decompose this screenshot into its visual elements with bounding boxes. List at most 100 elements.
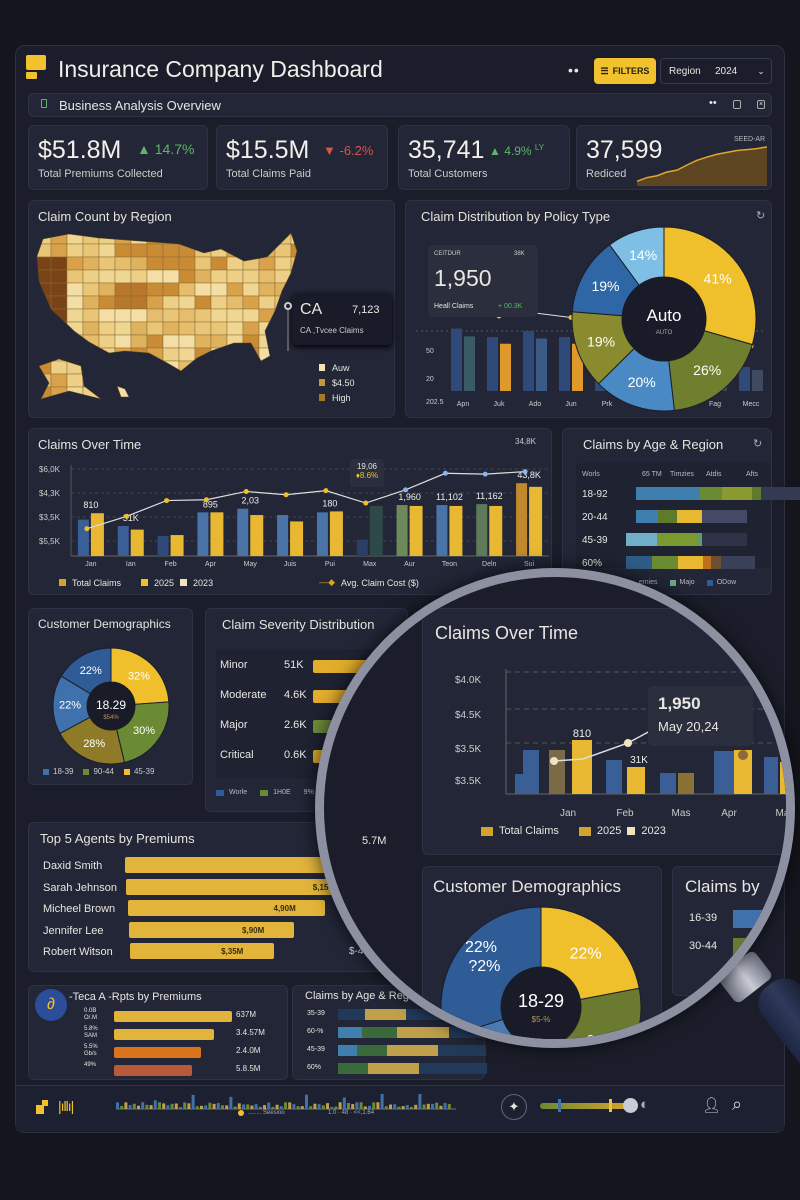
us-map[interactable]	[29, 201, 396, 419]
app-logo-icon[interactable]	[36, 1100, 50, 1114]
row-bar	[733, 910, 786, 928]
kpi-value: $51.8M	[38, 136, 122, 164]
timeline-scrubber[interactable]	[116, 1094, 456, 1112]
timeline-bar	[195, 1106, 199, 1109]
stacked-segment[interactable]	[626, 556, 653, 569]
state-region	[274, 321, 292, 336]
state-region	[130, 233, 148, 245]
claims-over-time-chart: $6,0K $4,3K $3,5K $5,5K Jan 810 Ian 31K Feb Apr 89…	[39, 465, 549, 568]
state-region	[130, 373, 148, 388]
stacked-segment[interactable]	[636, 487, 700, 500]
state-region	[178, 233, 196, 245]
stacked-segment[interactable]	[701, 510, 747, 523]
stacked-segment[interactable]	[696, 533, 703, 546]
state-region	[226, 360, 244, 375]
state-region	[258, 347, 276, 362]
column-header: Worls	[582, 471, 600, 478]
bar	[780, 762, 786, 794]
stacked-segment[interactable]	[419, 1063, 487, 1074]
stacked-segment[interactable]	[338, 1063, 368, 1074]
stacked-segment[interactable]	[722, 487, 752, 500]
state-region	[130, 386, 148, 399]
timeline-bar	[275, 1104, 279, 1109]
timeline-bar	[208, 1102, 212, 1109]
stacked-segment[interactable]	[677, 510, 702, 523]
stacked-segment[interactable]	[362, 1027, 398, 1038]
stacked-segment[interactable]	[636, 510, 658, 523]
agent-row[interactable]: Sarah Jehnson$,15$4.6M	[29, 878, 409, 897]
stacked-segment[interactable]	[437, 1045, 487, 1056]
stacked-segment[interactable]	[338, 1045, 357, 1056]
bar	[739, 367, 750, 391]
state-region	[114, 233, 132, 245]
stacked-segment[interactable]	[699, 487, 723, 500]
slider-handle-right[interactable]	[609, 1099, 612, 1112]
sparkle-button[interactable]: ✦	[501, 1094, 527, 1120]
stacked-segment[interactable]	[386, 1045, 438, 1056]
region-year-select[interactable]: Region 2024 ⌄	[660, 58, 772, 84]
save-icon[interactable]	[733, 100, 741, 109]
report-row[interactable]: 5.5% Gb/s 2.4.0M	[29, 1044, 289, 1062]
more-options-icon[interactable]: ••	[568, 62, 580, 78]
stacked-segment[interactable]	[677, 556, 704, 569]
search-icon[interactable]: ⌕	[732, 1094, 743, 1114]
bar	[660, 773, 676, 794]
timeline-bar	[351, 1104, 355, 1109]
state-region	[194, 233, 212, 245]
stacked-segment[interactable]	[711, 556, 722, 569]
slider-handle-left[interactable]	[558, 1099, 561, 1112]
bar	[752, 370, 763, 391]
row-label-top: 5.5%	[84, 1044, 98, 1050]
stacked-segment[interactable]	[365, 1009, 406, 1020]
slider-knob[interactable]	[623, 1098, 638, 1113]
legend-swatch	[43, 768, 49, 775]
reports-list: 0.0B O/.M 637M 5.8% SAM 3.4.57M 5.5% Gb/s 2.4.0M…	[29, 1008, 289, 1078]
globe-icon[interactable]: ◐	[640, 1096, 650, 1113]
stacked-segment[interactable]	[703, 556, 712, 569]
row-label-top: 49%	[84, 1062, 97, 1068]
user-icon[interactable]: 👤︎	[702, 1097, 722, 1114]
stacked-segment[interactable]	[761, 487, 800, 500]
stacked-segment[interactable]	[751, 487, 762, 500]
timeline-bar	[221, 1105, 224, 1109]
stacked-segment[interactable]	[338, 1027, 363, 1038]
bar-chart-icon[interactable]: |ıllı|	[58, 1098, 74, 1114]
row-label: 60%	[307, 1064, 322, 1071]
report-row[interactable]: 0.0B O/.M 637M	[29, 1008, 289, 1026]
x-tick-label: May	[244, 561, 258, 568]
stacked-segment[interactable]	[626, 533, 658, 546]
timeline-bar	[212, 1103, 216, 1109]
zoomed-legend: Total Claims 2025 2023	[481, 825, 666, 837]
filters-button[interactable]: ☰ FILTERS	[594, 58, 656, 84]
refresh-icon[interactable]: ↻	[756, 210, 766, 222]
agent-row[interactable]: Robert Witson $,35M $-4.	[29, 943, 409, 961]
y-tick-label: $4.5K	[455, 710, 481, 721]
report-row[interactable]: 5.8% SAM 3.4.57M	[29, 1026, 289, 1044]
more-icon[interactable]: ••	[709, 97, 717, 109]
avg-cost-point	[243, 488, 249, 494]
stacked-segment[interactable]	[657, 510, 678, 523]
row-label-bottom: O/.M	[84, 1015, 97, 1021]
legend-label: 90-44	[93, 767, 114, 776]
refresh-icon[interactable]: ↻	[753, 438, 763, 450]
state-region	[146, 334, 164, 349]
stacked-segment[interactable]	[356, 1045, 387, 1056]
region-label: Region	[669, 65, 701, 77]
state-region	[290, 386, 297, 399]
stacked-segment[interactable]	[721, 556, 756, 569]
timeline-bar	[204, 1105, 208, 1109]
close-icon[interactable]: ×	[757, 100, 765, 109]
bar-2025	[210, 512, 224, 556]
bar-2025	[290, 521, 304, 556]
stacked-segment[interactable]	[338, 1009, 365, 1020]
stacked-segment[interactable]	[657, 533, 697, 546]
state-region	[290, 373, 297, 388]
stacked-segment[interactable]	[652, 556, 678, 569]
x-tick-label: Apr	[205, 561, 217, 568]
stacked-segment[interactable]	[367, 1063, 419, 1074]
report-row[interactable]: 49% 5.8.5M	[29, 1062, 289, 1080]
state-region	[274, 360, 292, 375]
legend-label: 9%	[303, 789, 314, 796]
range-slider[interactable]	[540, 1103, 630, 1109]
stacked-segment[interactable]	[702, 533, 747, 546]
